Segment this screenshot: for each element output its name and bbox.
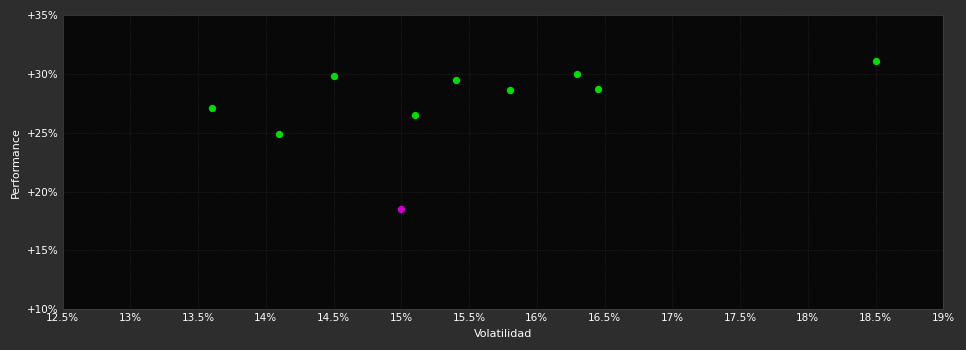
X-axis label: Volatilidad: Volatilidad (473, 329, 532, 339)
Point (271, 131, 287, 137)
Point (326, 74, 341, 79)
Point (867, 58, 883, 64)
Point (204, 105, 219, 111)
Y-axis label: Performance: Performance (12, 127, 21, 198)
Point (590, 86, 606, 92)
Point (502, 88, 518, 93)
Point (448, 77, 464, 83)
Point (570, 71, 585, 77)
Point (393, 206, 409, 212)
Point (407, 112, 422, 118)
